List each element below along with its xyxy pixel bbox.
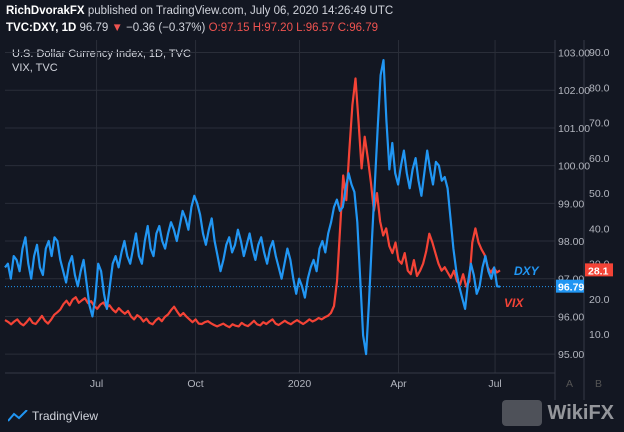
series-group <box>4 58 501 356</box>
vix-tick-label: 70.0 <box>589 118 610 130</box>
symbol-label: TVC:DXY, 1D <box>6 22 77 34</box>
dxy-tick-label: 95.00 <box>558 349 584 361</box>
dxy-series-label: DXY <box>514 264 540 278</box>
vix-tick-label: 10.0 <box>589 329 610 341</box>
vix-axis-ticks[interactable]: 90.080.070.060.050.040.030.020.010.0 <box>589 47 610 341</box>
close-value: 96.79 <box>349 22 379 34</box>
dxy-axis-ticks[interactable]: 103.00102.00101.00100.0099.0098.0097.009… <box>558 48 590 362</box>
axis-letter-b[interactable]: B <box>595 378 602 390</box>
vix-tick-label: 50.0 <box>589 188 610 200</box>
svg-text:28.1: 28.1 <box>588 265 609 277</box>
x-tick-label: Oct <box>187 378 203 390</box>
x-axis-ticks[interactable]: Jul Oct 2020 Apr Jul <box>90 378 502 390</box>
publish-info: RichDvorakFX published on TradingView.co… <box>6 5 393 17</box>
x-tick-label: Jul <box>488 378 501 390</box>
vix-series-label: VIX <box>504 296 524 310</box>
legend-dxy[interactable]: U.S. Dollar Currency Index, 1D, TVC <box>12 48 191 60</box>
grid <box>5 40 555 373</box>
down-arrow-icon: ▼ <box>111 22 123 34</box>
x-tick-label: 2020 <box>288 378 312 390</box>
high-value: 97.20 <box>264 22 293 34</box>
dxy-tick-label: 98.00 <box>558 236 584 248</box>
dxy-tick-label: 99.00 <box>558 198 584 210</box>
open-label: O: <box>208 22 221 34</box>
tradingview-icon <box>8 410 28 422</box>
legend-vix[interactable]: VIX, TVC <box>12 62 58 74</box>
low-label: L: <box>296 22 306 34</box>
author-name[interactable]: RichDvorakFX <box>6 5 85 17</box>
dxy-price-tag: 96.79 <box>556 279 584 294</box>
high-label: H: <box>252 22 265 34</box>
vix-tick-label: 60.0 <box>589 153 610 165</box>
vix-line[interactable] <box>4 77 501 329</box>
dxy-tick-label: 100.00 <box>558 161 590 173</box>
vix-price-tag: 28.1 <box>585 263 613 277</box>
open-value: 97.15 <box>220 22 250 34</box>
vix-tick-label: 40.0 <box>589 223 610 235</box>
ohlc-bar: TVC:DXY, 1D 96.79 ▼ −0.36 (−0.37%) O:97.… <box>6 22 378 34</box>
tradingview-brand: TradingView <box>32 409 99 423</box>
watermark: WikiFX <box>501 400 615 426</box>
publish-text: published on TradingView.com, July 06, 2… <box>87 5 394 17</box>
vix-tick-label: 90.0 <box>589 47 610 59</box>
watermark-text: WikiFX <box>547 401 615 424</box>
close-label: C: <box>337 22 350 34</box>
dxy-line[interactable] <box>4 58 501 356</box>
vix-tick-label: 20.0 <box>589 294 610 306</box>
x-tick-label: Apr <box>390 378 407 390</box>
dxy-tick-label: 96.00 <box>558 311 584 323</box>
change-value: −0.36 (−0.37%) <box>126 22 206 34</box>
x-tick-label: Jul <box>90 378 103 390</box>
axis-letter-a[interactable]: A <box>566 378 573 390</box>
dxy-tick-label: 103.00 <box>558 48 590 60</box>
dxy-tick-label: 101.00 <box>558 123 590 135</box>
wikifx-icon <box>501 400 542 426</box>
vix-tick-label: 80.0 <box>589 82 610 94</box>
last-price: 96.79 <box>79 22 109 34</box>
tradingview-logo[interactable]: TradingView <box>8 409 98 423</box>
svg-text:96.79: 96.79 <box>558 282 584 294</box>
dxy-tick-label: 102.00 <box>558 85 590 97</box>
low-value: 96.57 <box>305 22 335 34</box>
